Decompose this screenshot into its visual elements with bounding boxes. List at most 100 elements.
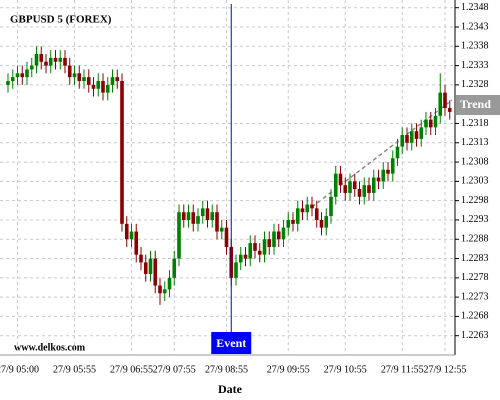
y-tick-label: 1.2313 <box>461 137 489 148</box>
candle-body <box>44 61 48 66</box>
trend-box <box>456 95 500 115</box>
candle-body <box>253 243 257 251</box>
candle-body <box>248 243 253 259</box>
watermark: www.delkos.com <box>14 342 86 353</box>
candle-body <box>63 57 67 66</box>
candle-body <box>177 212 181 259</box>
candle-body <box>115 77 120 82</box>
candle-body <box>329 196 333 217</box>
candle-body <box>29 65 34 70</box>
candle-body <box>414 131 419 139</box>
event-box <box>211 332 252 354</box>
x-tick-label: 27/9 07:55 <box>153 364 196 375</box>
candle-body <box>428 119 433 128</box>
candle-body <box>96 81 101 89</box>
x-tick-label: 27/9 11:55 <box>381 364 424 375</box>
candle-body <box>67 65 72 78</box>
candle-body <box>158 285 162 294</box>
candle-body <box>386 169 390 174</box>
y-tick-label: 1.2278 <box>461 272 489 283</box>
x-tick-label: 27/9 12:55 <box>423 364 466 375</box>
candle-body <box>172 258 177 278</box>
candle-body <box>196 216 200 224</box>
candle-body <box>348 181 352 193</box>
y-tick-label: 1.2293 <box>461 214 489 225</box>
candle-body <box>357 189 362 197</box>
candle-body <box>124 223 129 240</box>
candle-body <box>53 57 58 62</box>
candle-body <box>91 84 96 89</box>
candle-body <box>219 227 224 232</box>
candle-body <box>200 208 205 217</box>
candle-body <box>143 262 148 274</box>
candle-body <box>400 135 405 147</box>
candle-body <box>181 212 186 220</box>
x-tick-label: 27/9 06:55 <box>110 364 153 375</box>
candle-body <box>314 208 319 220</box>
x-tick-label: 27/9 10:55 <box>324 364 367 375</box>
candle-body <box>39 54 44 62</box>
candle-body <box>10 77 15 82</box>
y-tick-label: 1.2273 <box>461 291 489 302</box>
candle-body <box>424 119 428 128</box>
x-tick-label: 27/9 05:00 <box>0 364 39 375</box>
candle-body <box>257 250 262 255</box>
candle-body <box>286 219 291 228</box>
candle-body <box>281 227 286 240</box>
y-tick-label: 1.2308 <box>461 156 489 167</box>
candle-body <box>310 204 314 209</box>
candle-body <box>381 169 386 182</box>
candle-body <box>300 208 305 213</box>
y-tick-label: 1.2288 <box>461 234 489 245</box>
candle-body <box>433 115 438 128</box>
candle-body <box>25 69 29 78</box>
y-tick-label: 1.2283 <box>461 253 489 264</box>
candle-body <box>167 277 172 290</box>
candle-body <box>139 254 143 263</box>
candle-body <box>82 77 86 82</box>
y-tick-label: 1.2318 <box>461 118 489 129</box>
candle-body <box>343 185 348 193</box>
candle-body <box>134 231 139 255</box>
candle-body <box>110 77 115 85</box>
y-tick-label: 1.2268 <box>461 311 489 322</box>
candle-body <box>6 81 10 85</box>
candle-body <box>305 204 310 213</box>
candle-body <box>120 81 124 224</box>
y-tick-label: 1.2328 <box>461 79 489 90</box>
candle-body <box>371 177 376 193</box>
candle-body <box>405 135 409 143</box>
candle-body <box>276 231 281 240</box>
chart-title: GBPUSD 5 (FOREX) <box>10 14 112 26</box>
y-tick-label: 1.2303 <box>461 176 489 187</box>
candle-body <box>338 173 343 186</box>
candle-body <box>238 254 243 263</box>
candle-body <box>295 208 300 224</box>
candle-body <box>390 158 395 174</box>
candle-body <box>267 239 272 247</box>
event-label: Event <box>216 336 246 350</box>
candle-body <box>319 219 324 228</box>
candle-body <box>105 84 110 93</box>
y-tick-label: 1.2263 <box>461 330 489 341</box>
candle-body <box>72 73 77 78</box>
candle-body <box>376 177 381 182</box>
y-tick-label: 1.2298 <box>461 195 489 206</box>
candle-body <box>15 73 20 78</box>
candle-body <box>215 212 219 232</box>
candle-body <box>162 289 167 294</box>
candle-body <box>34 54 39 66</box>
candle-body <box>101 81 105 93</box>
candle-body <box>77 73 82 82</box>
y-tick-label: 1.2338 <box>461 41 489 52</box>
candle-body <box>58 57 63 62</box>
candle-body <box>86 77 91 85</box>
candle-body <box>153 258 158 286</box>
x-tick-label: 27/9 09:55 <box>267 364 310 375</box>
candle-body <box>362 185 367 197</box>
y-tick-label: 1.2333 <box>461 60 489 71</box>
x-axis-label: Date <box>218 382 243 396</box>
x-tick-label: 27/9 05:55 <box>53 364 96 375</box>
candle-body <box>210 212 215 220</box>
